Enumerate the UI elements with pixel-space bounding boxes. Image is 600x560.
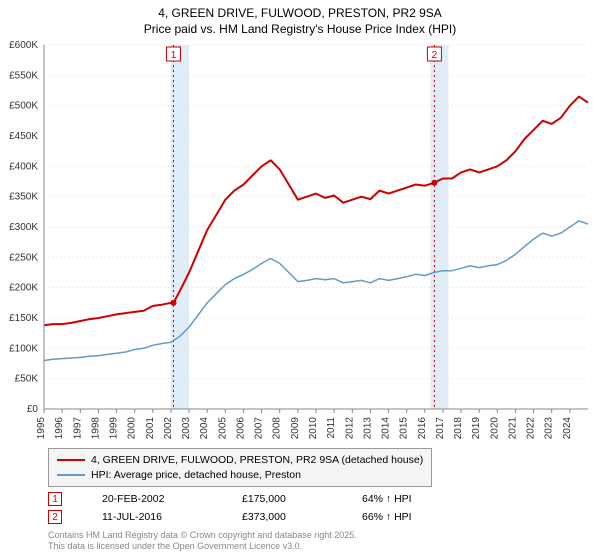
event-marker-1: 1 — [48, 492, 62, 506]
svg-text:2014: 2014 — [381, 417, 392, 440]
svg-text:£300K: £300K — [9, 222, 38, 233]
chart-svg: £0 £50K £100K £150K £200K £250K £300K £350K £400… — [0, 39, 600, 447]
svg-text:2003: 2003 — [181, 417, 192, 440]
legend-swatch — [57, 474, 85, 476]
svg-text:2011: 2011 — [326, 417, 337, 439]
events-table: 1 20-FEB-2002 £175,000 64% ↑ HPI 2 11-JU… — [48, 490, 442, 526]
title-line-1: 4, GREEN DRIVE, FULWOOD, PRESTON, PR2 9S… — [0, 6, 600, 22]
svg-text:2006: 2006 — [235, 417, 246, 440]
svg-text:1997: 1997 — [72, 417, 83, 440]
svg-text:2021: 2021 — [507, 417, 518, 440]
svg-text:2017: 2017 — [435, 417, 446, 440]
svg-text:2023: 2023 — [544, 417, 555, 440]
svg-text:1996: 1996 — [54, 417, 65, 440]
svg-text:2008: 2008 — [272, 417, 283, 440]
svg-text:£400K: £400K — [9, 162, 38, 173]
legend-swatch — [57, 459, 85, 461]
svg-text:2024: 2024 — [562, 417, 573, 440]
legend-item: 4, GREEN DRIVE, FULWOOD, PRESTON, PR2 9S… — [57, 453, 423, 468]
svg-text:2007: 2007 — [254, 417, 265, 440]
svg-text:£200K: £200K — [9, 283, 38, 294]
svg-text:2000: 2000 — [127, 417, 138, 440]
svg-text:1: 1 — [171, 50, 177, 61]
svg-text:2: 2 — [432, 50, 438, 61]
svg-text:£50K: £50K — [15, 374, 39, 385]
svg-text:2005: 2005 — [217, 417, 228, 440]
attribution-line-2: This data is licensed under the Open Gov… — [48, 541, 357, 552]
attribution-line-1: Contains HM Land Registry data © Crown c… — [48, 530, 357, 541]
svg-text:£600K: £600K — [9, 40, 38, 51]
legend-label: HPI: Average price, detached house, Pres… — [91, 468, 301, 483]
attribution: Contains HM Land Registry data © Crown c… — [48, 530, 357, 552]
svg-text:1998: 1998 — [90, 417, 101, 440]
legend-item: HPI: Average price, detached house, Pres… — [57, 468, 423, 483]
event-price: £373,000 — [242, 511, 322, 523]
event-price: £175,000 — [242, 493, 322, 505]
svg-text:2010: 2010 — [308, 417, 319, 440]
chart-title: 4, GREEN DRIVE, FULWOOD, PRESTON, PR2 9S… — [0, 0, 600, 39]
svg-text:2016: 2016 — [417, 417, 428, 440]
chart-plot-area: £0 £50K £100K £150K £200K £250K £300K £350K £400… — [0, 39, 600, 452]
legend-label: 4, GREEN DRIVE, FULWOOD, PRESTON, PR2 9S… — [91, 453, 423, 468]
svg-text:2019: 2019 — [471, 417, 482, 440]
event-date: 20-FEB-2002 — [102, 493, 202, 505]
svg-text:2002: 2002 — [163, 417, 174, 440]
svg-text:£500K: £500K — [9, 101, 38, 112]
event-row: 2 11-JUL-2016 £373,000 66% ↑ HPI — [48, 508, 442, 526]
svg-text:1999: 1999 — [109, 417, 120, 440]
event-marker-2: 2 — [48, 510, 62, 524]
event-row: 1 20-FEB-2002 £175,000 64% ↑ HPI — [48, 490, 442, 508]
svg-text:£450K: £450K — [9, 131, 38, 142]
svg-text:£150K: £150K — [9, 313, 38, 324]
event-hpi: 66% ↑ HPI — [362, 511, 442, 523]
svg-text:£550K: £550K — [9, 71, 38, 82]
legend: 4, GREEN DRIVE, FULWOOD, PRESTON, PR2 9S… — [48, 448, 432, 487]
svg-text:2012: 2012 — [344, 417, 355, 440]
svg-text:2013: 2013 — [362, 417, 373, 440]
chart-container: 4, GREEN DRIVE, FULWOOD, PRESTON, PR2 9S… — [0, 0, 600, 560]
event-hpi: 64% ↑ HPI — [362, 493, 442, 505]
svg-text:2022: 2022 — [526, 417, 537, 440]
svg-text:£350K: £350K — [9, 192, 38, 203]
event-date: 11-JUL-2016 — [102, 511, 202, 523]
svg-text:2018: 2018 — [453, 417, 464, 440]
svg-text:£250K: £250K — [9, 253, 38, 264]
title-line-2: Price paid vs. HM Land Registry's House … — [0, 22, 600, 38]
svg-text:£0: £0 — [27, 404, 39, 415]
svg-text:2004: 2004 — [199, 417, 210, 440]
svg-text:2001: 2001 — [145, 417, 156, 440]
svg-text:2009: 2009 — [290, 417, 301, 440]
svg-text:2015: 2015 — [399, 417, 410, 440]
svg-text:1995: 1995 — [36, 417, 47, 440]
svg-text:£100K: £100K — [9, 344, 38, 355]
svg-text:2020: 2020 — [489, 417, 500, 440]
